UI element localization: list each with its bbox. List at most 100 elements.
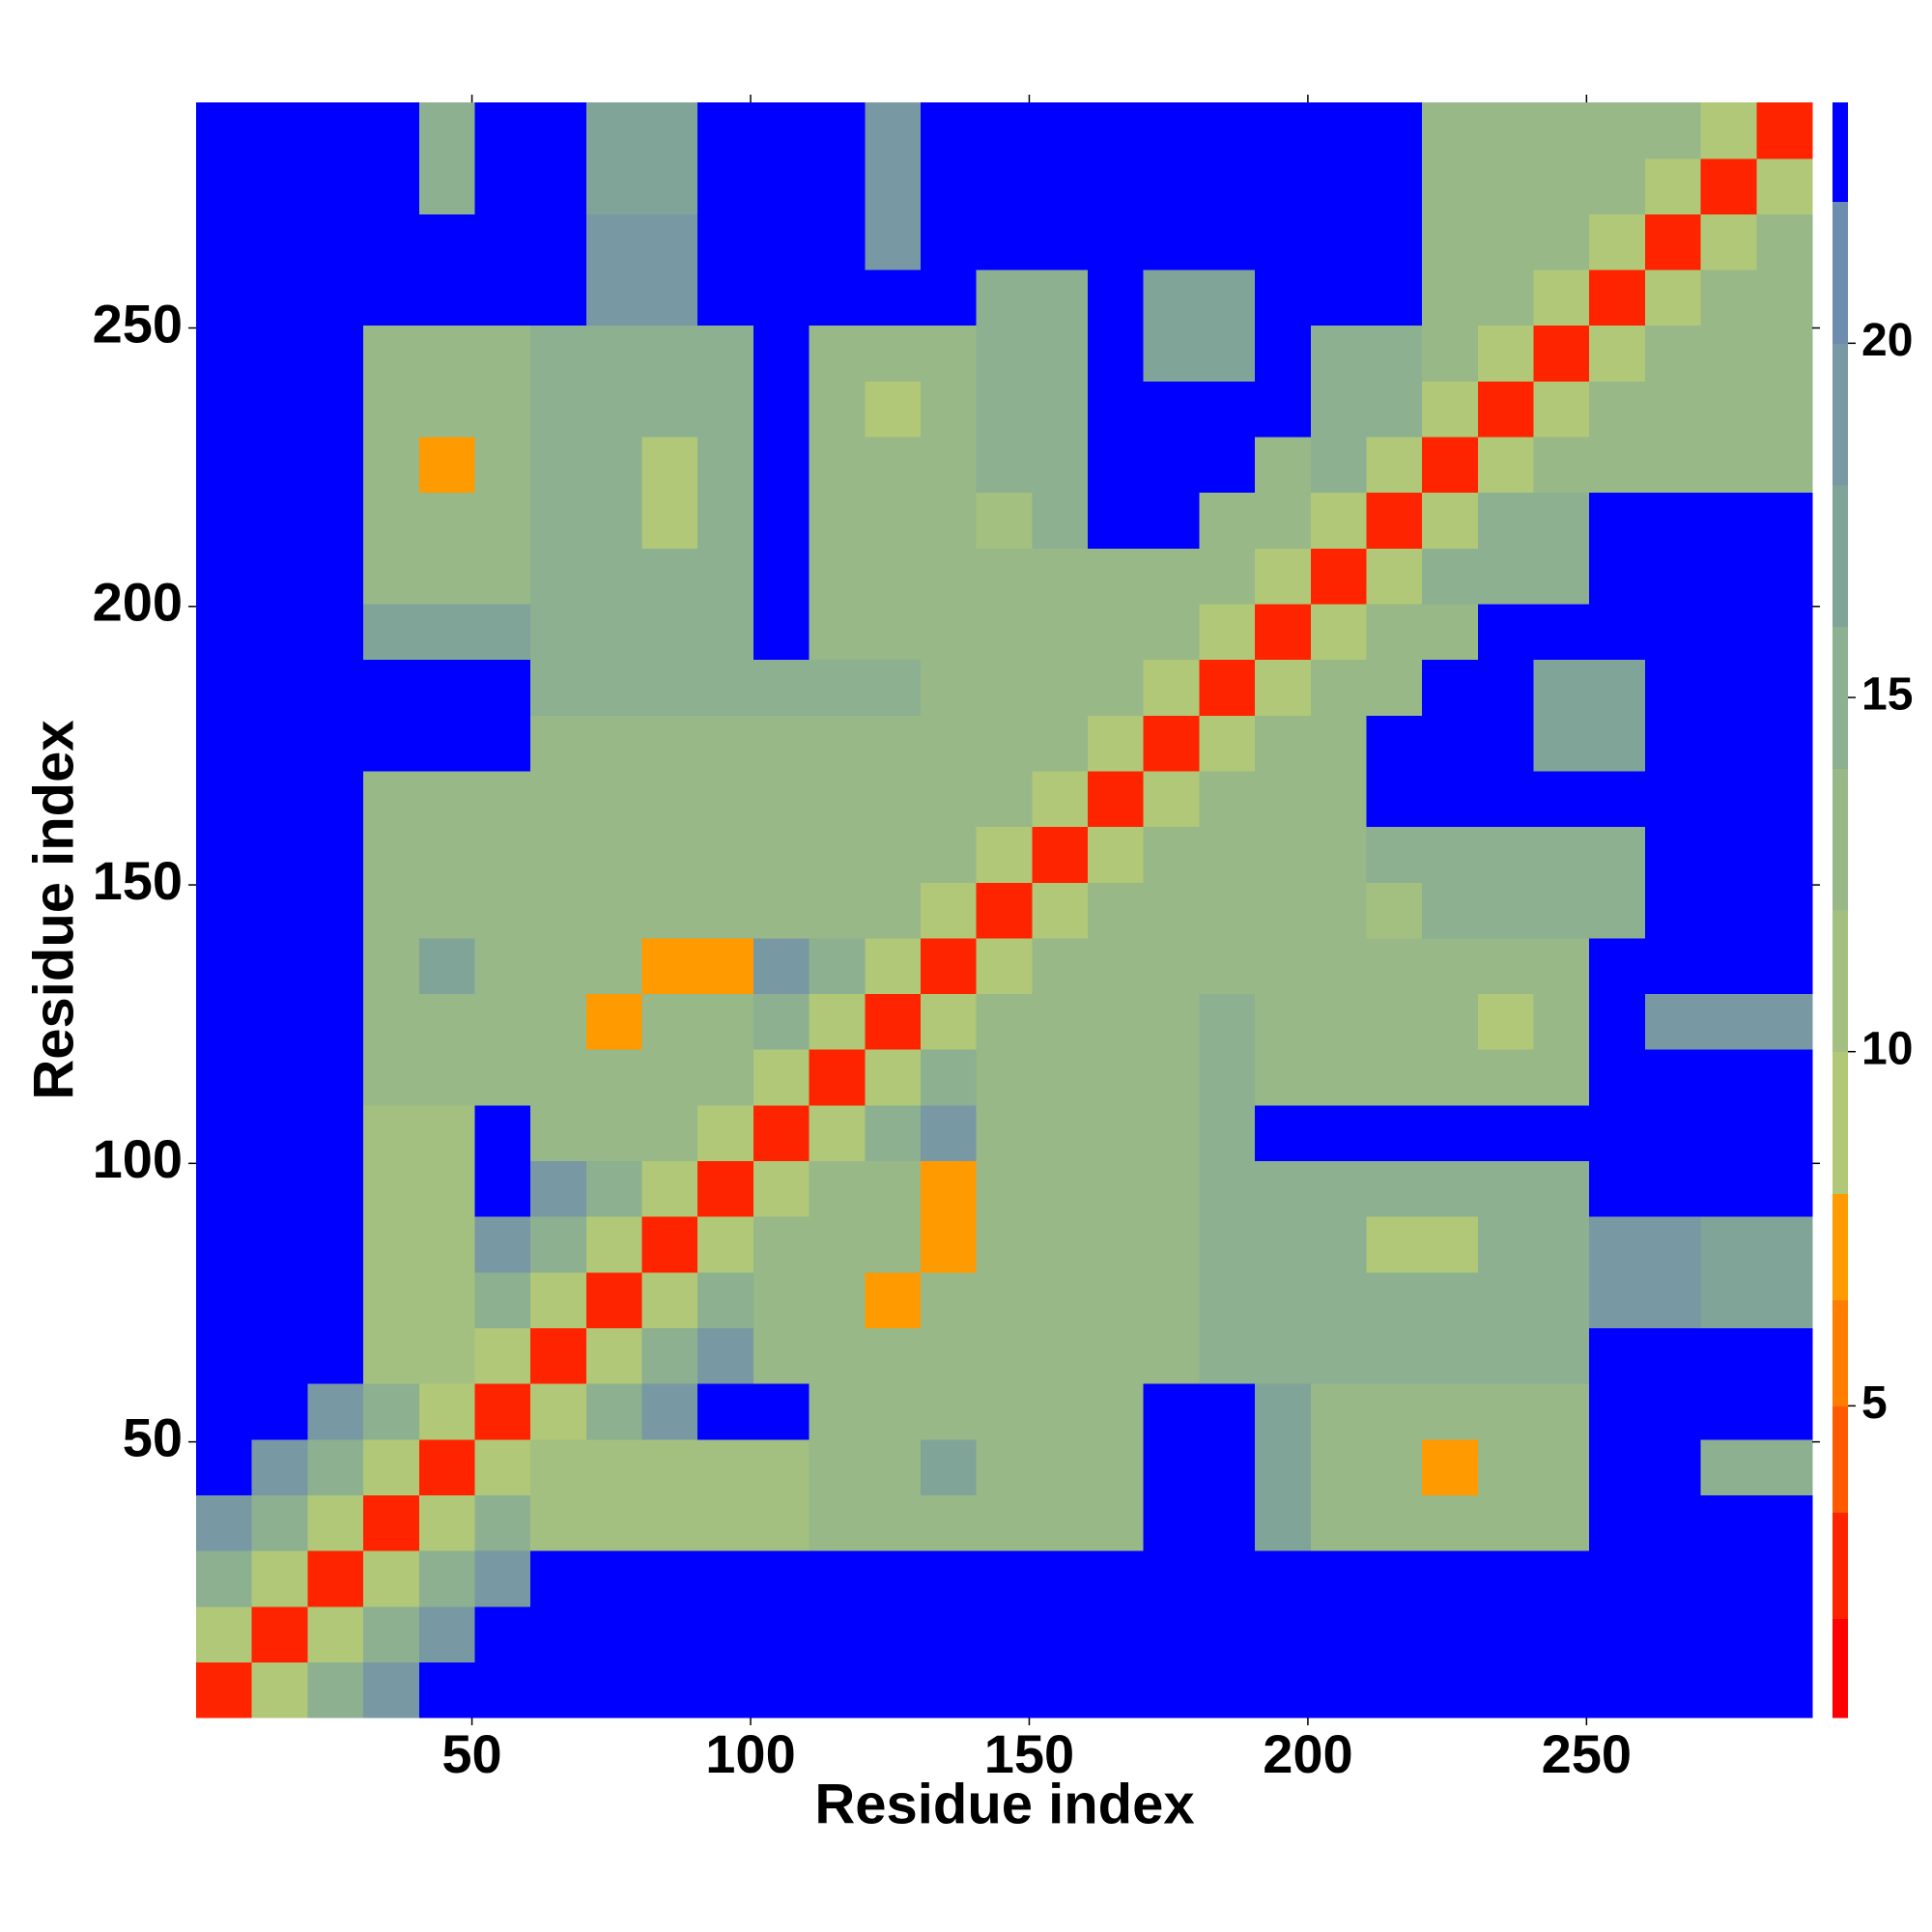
heatmap-cell: [1088, 1104, 1145, 1162]
heatmap-cell: [1700, 102, 1757, 159]
heatmap-cell: [1644, 659, 1702, 716]
heatmap-cell: [418, 1104, 476, 1162]
heatmap-cell: [1422, 102, 1479, 159]
heatmap-cell: [418, 436, 476, 494]
heatmap-cell: [474, 1605, 531, 1662]
heatmap-cell: [251, 548, 308, 605]
heatmap-cell: [976, 659, 1033, 716]
heatmap-cell: [1422, 1327, 1479, 1384]
heatmap-cell: [920, 715, 978, 772]
x-tick-label: 50: [441, 1723, 501, 1784]
heatmap-cell: [474, 548, 531, 605]
heatmap-cell: [363, 213, 420, 270]
heatmap-cell: [809, 1216, 866, 1273]
heatmap-cell: [363, 325, 420, 382]
heatmap-cell: [697, 1383, 754, 1440]
heatmap-cell: [1310, 1605, 1368, 1662]
heatmap-cell: [1422, 1104, 1479, 1162]
heatmap-cell: [1477, 1160, 1535, 1217]
heatmap-cell: [920, 826, 978, 883]
heatmap-cell: [1088, 1327, 1145, 1384]
colorbar-tick-label: 5: [1861, 1378, 1888, 1429]
heatmap-cell: [1255, 659, 1312, 716]
heatmap-cell: [196, 993, 253, 1050]
heatmap-cell: [1477, 993, 1535, 1050]
heatmap-cell: [1533, 157, 1590, 214]
heatmap-cell: [1199, 102, 1256, 159]
heatmap-cell: [1589, 381, 1646, 438]
heatmap-cell: [920, 1104, 978, 1162]
heatmap-cell: [920, 882, 978, 939]
y-tick-label: 250: [93, 293, 183, 354]
heatmap-cell: [641, 1271, 698, 1329]
heatmap-cell: [530, 937, 587, 995]
heatmap-cell: [976, 1438, 1033, 1495]
heatmap-cell: [1199, 882, 1256, 939]
heatmap-cell: [1422, 603, 1479, 661]
heatmap-cell: [1032, 325, 1089, 382]
colorbar-segment: [1833, 1193, 1848, 1300]
heatmap-cell: [976, 1662, 1033, 1719]
heatmap-cell: [1422, 1383, 1479, 1440]
heatmap-cell: [418, 826, 476, 883]
heatmap-cell: [530, 1662, 587, 1719]
heatmap-cell: [1255, 1160, 1312, 1217]
heatmap-cell: [1366, 715, 1423, 772]
heatmap-cell: [809, 770, 866, 828]
heatmap-cell: [1032, 157, 1089, 214]
heatmap-cell: [809, 1160, 866, 1217]
heatmap-cell: [307, 659, 364, 716]
heatmap-cell: [1143, 1383, 1201, 1440]
heatmap-cell: [753, 1049, 810, 1106]
heatmap-cell: [1366, 770, 1423, 828]
heatmap-cell: [976, 1104, 1033, 1162]
heatmap-cell: [474, 715, 531, 772]
heatmap-cell: [1032, 1049, 1089, 1106]
heatmap-cell: [1644, 993, 1702, 1050]
heatmap-cell: [1533, 826, 1590, 883]
heatmap-cell: [809, 548, 866, 605]
heatmap-cell: [1366, 1383, 1423, 1440]
heatmap-cell: [809, 826, 866, 883]
heatmap-cell: [474, 492, 531, 549]
heatmap-cell: [1589, 659, 1646, 716]
heatmap-cell: [363, 603, 420, 661]
heatmap-cell: [1255, 381, 1312, 438]
heatmap-cell: [641, 659, 698, 716]
heatmap-cell: [641, 1438, 698, 1495]
heatmap-cell: [1756, 492, 1813, 549]
heatmap-cell: [251, 1438, 308, 1495]
heatmap-cell: [307, 102, 364, 159]
heatmap-cell: [1533, 1662, 1590, 1719]
heatmap-cell: [1088, 1438, 1145, 1495]
heatmap-cell: [1477, 1327, 1535, 1384]
heatmap-cell: [1477, 1494, 1535, 1551]
heatmap-cell: [251, 1605, 308, 1662]
heatmap-cell: [865, 492, 922, 549]
heatmap-cell: [418, 269, 476, 327]
heatmap-cell: [976, 157, 1033, 214]
heatmap-cell: [976, 1494, 1033, 1551]
heatmap-cell: [1422, 492, 1479, 549]
heatmap-cell: [865, 436, 922, 494]
heatmap-cell: [1422, 993, 1479, 1050]
heatmap-cell: [530, 1160, 587, 1217]
heatmap-cell: [251, 993, 308, 1050]
colorbar-tick-label: 20: [1861, 315, 1913, 366]
heatmap-cell: [363, 1494, 420, 1551]
heatmap-cell: [641, 715, 698, 772]
heatmap-cell: [1589, 770, 1646, 828]
heatmap-cell: [1199, 548, 1256, 605]
heatmap-cell: [753, 1160, 810, 1217]
heatmap-cell: [753, 882, 810, 939]
heatmap-cell: [251, 1662, 308, 1719]
heatmap-cell: [585, 1494, 643, 1551]
heatmap-cell: [474, 436, 531, 494]
heatmap-cell: [1644, 1327, 1702, 1384]
heatmap-cell: [585, 826, 643, 883]
heatmap-cell: [976, 1383, 1033, 1440]
heatmap-cell: [753, 603, 810, 661]
heatmap-cell: [1199, 1104, 1256, 1162]
heatmap-cell: [753, 1104, 810, 1162]
heatmap-cell: [1088, 770, 1145, 828]
